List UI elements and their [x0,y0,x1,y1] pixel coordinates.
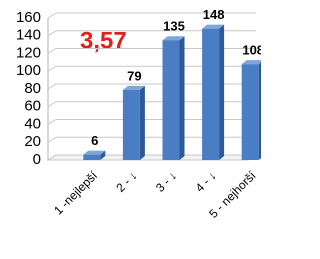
grid-line [48,120,256,125]
bar [123,90,140,160]
y-tick-label: 80 [24,80,41,97]
grid-line [48,84,256,89]
y-tick-label: 140 [16,27,41,44]
x-tick-label: 2 - ↓ [113,168,139,194]
bar-top [242,60,261,64]
y-tick-label: 160 [16,9,41,26]
y-tick-label: 0 [33,151,41,168]
bar-side [219,25,224,160]
x-tick-label: 1 -nejlepší [51,168,101,218]
bar [242,64,259,160]
floor [48,155,256,160]
y-tick-label: 100 [16,62,41,79]
grid-line [48,137,256,142]
y-tick-label: 120 [16,44,41,61]
value-label: 79 [127,68,141,83]
y-tick-label: 60 [24,98,41,115]
bar-side [140,86,145,160]
value-label: 135 [163,19,185,34]
value-label: 108 [242,43,261,58]
grid-line [48,66,256,71]
x-tick-label: 3 - ↓ [153,168,179,194]
y-tick-label: 20 [24,133,41,150]
bar-side [259,60,261,160]
value-label: 148 [203,7,225,22]
annotation: 3,57 [80,27,127,54]
grid-line [48,13,256,18]
grid-line [48,102,256,107]
bar-side [180,36,185,160]
bar [83,155,100,160]
value-label: 6 [91,133,98,148]
bar [163,40,180,160]
x-tick-label: 4 - ↓ [193,168,219,194]
y-tick-label: 40 [24,115,41,132]
bar [202,29,219,160]
